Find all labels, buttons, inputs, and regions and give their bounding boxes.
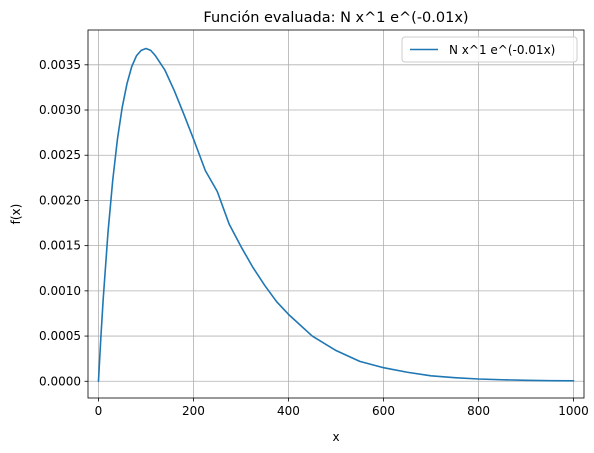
x-ticks: 0 200 400 600 800 1000 [95,398,589,418]
legend: N x^1 e^(-0.01x) [401,36,578,63]
x-tick-label: 400 [277,404,300,418]
x-tick-label: 1000 [558,404,589,418]
y-tick-label: 0.0010 [39,284,81,298]
x-tick-label: 800 [467,404,490,418]
y-tick-label: 0.0000 [39,374,81,388]
x-tick-label: 200 [182,404,205,418]
y-tick-label: 0.0020 [39,193,81,207]
legend-label: N x^1 e^(-0.01x) [449,43,555,57]
grid [88,30,584,398]
y-tick-label: 0.0015 [39,239,81,253]
series-line [97,47,575,383]
x-tick-label: 0 [95,404,103,418]
y-ticks: 0.0000 0.0005 0.0010 0.0015 0.0020 0.0025 0.00… [39,58,88,388]
chart-title: Función evaluada: N x^1 e^(-0.01x) [203,10,468,26]
y-axis-title: f(x) [9,204,23,225]
plot-frame [87,29,585,399]
x-tick-label: 600 [372,404,395,418]
plot-series [97,47,575,383]
y-tick-label: 0.0005 [39,329,81,343]
y-tick-label: 0.0025 [39,148,81,162]
y-tick-label: 0.0035 [39,58,81,72]
y-tick-label: 0.0030 [39,103,81,117]
legend-box [401,36,578,63]
x-axis-title: x [332,430,339,444]
